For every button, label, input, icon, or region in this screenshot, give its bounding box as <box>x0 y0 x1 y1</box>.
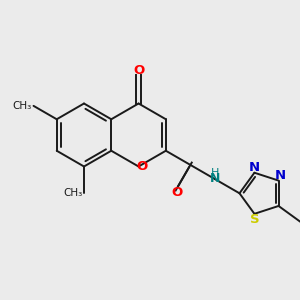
Text: N: N <box>248 161 260 174</box>
Text: CH₃: CH₃ <box>13 101 32 111</box>
Text: N: N <box>274 169 286 182</box>
Text: H: H <box>211 167 219 178</box>
Text: N: N <box>210 172 220 185</box>
Text: O: O <box>171 186 183 199</box>
Text: CH₃: CH₃ <box>63 188 82 198</box>
Text: S: S <box>250 213 259 226</box>
Text: O: O <box>136 160 148 173</box>
Text: O: O <box>133 64 144 77</box>
